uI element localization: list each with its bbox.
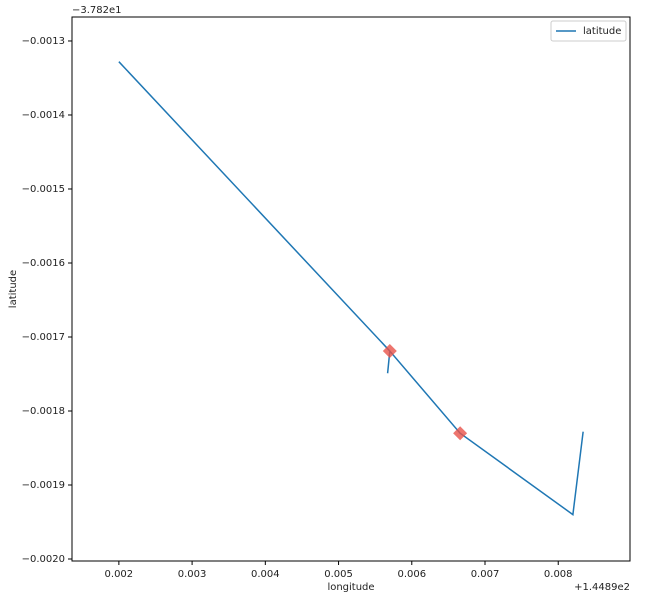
x-tick-label: 0.004 [251, 569, 280, 580]
x-tick-label: 0.002 [105, 569, 134, 580]
x-tick-label: 0.003 [178, 569, 207, 580]
x-tick-label: 0.007 [471, 569, 500, 580]
y-tick-label: −0.0020 [22, 554, 65, 565]
y-tick-label: −0.0019 [22, 480, 65, 491]
x-tick-label: 0.008 [544, 569, 573, 580]
y-offset-label: −3.782e1 [72, 5, 122, 16]
x-axis-label: longitude [327, 582, 374, 593]
y-tick-label: −0.0018 [22, 406, 65, 417]
x-tick-label: 0.006 [397, 569, 426, 580]
x-tick-label: 0.005 [324, 569, 353, 580]
y-tick-label: −0.0013 [22, 36, 65, 47]
legend-box [550, 20, 627, 42]
y-tick-label: −0.0015 [22, 184, 65, 195]
legend-label: latitude [583, 26, 621, 37]
y-axis-label: latitude [8, 270, 19, 308]
y-tick-label: −0.0017 [22, 332, 65, 343]
y-tick-label: −0.0014 [22, 110, 65, 121]
highlight-marker [453, 426, 468, 441]
plot-frame [71, 16, 631, 562]
highlight-marker [382, 344, 397, 359]
x-offset-label: +1.4489e2 [574, 582, 630, 593]
y-tick-label: −0.0016 [22, 258, 65, 269]
